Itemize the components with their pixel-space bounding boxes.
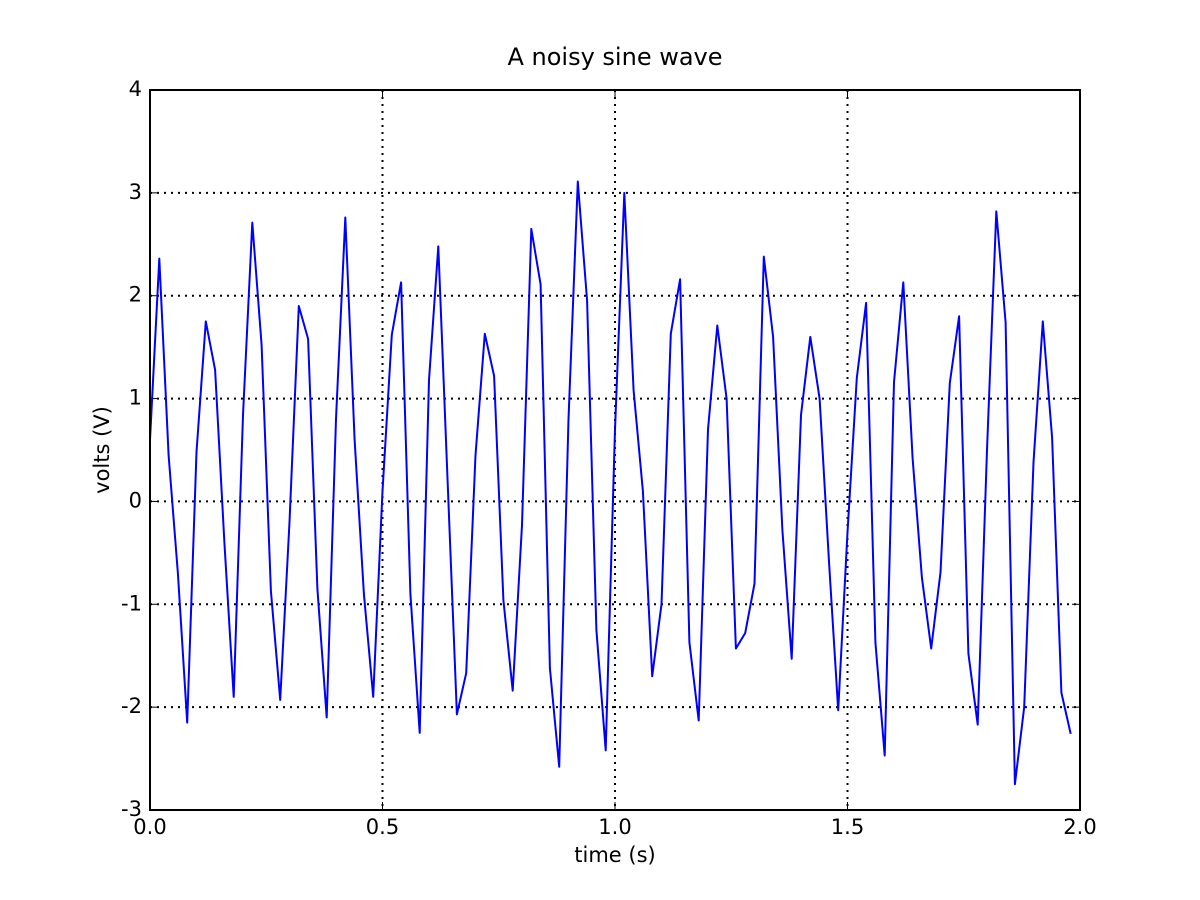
- x-tick-label: 0.5: [366, 815, 399, 839]
- plot-frame: [149, 89, 1081, 811]
- y-tick-label: 1: [129, 386, 142, 410]
- y-tick-label: 4: [129, 77, 142, 101]
- y-tick-label: -2: [121, 694, 142, 718]
- x-tick-label: 2.0: [1063, 815, 1096, 839]
- chart-title: A noisy sine wave: [507, 43, 722, 71]
- y-tick-label: -3: [121, 797, 142, 821]
- x-axis-label: time (s): [574, 843, 655, 867]
- x-tick-label: 1.5: [831, 815, 864, 839]
- y-axis-label: volts (V): [90, 406, 114, 494]
- y-tick-label: 3: [129, 180, 142, 204]
- y-tick-label: -1: [121, 591, 142, 615]
- y-tick-label: 2: [129, 283, 142, 307]
- data-line: [149, 180, 1072, 786]
- x-tick-label: 1.0: [598, 815, 631, 839]
- y-tick-label: 0: [129, 488, 142, 512]
- x-tick-label: 0.0: [133, 815, 166, 839]
